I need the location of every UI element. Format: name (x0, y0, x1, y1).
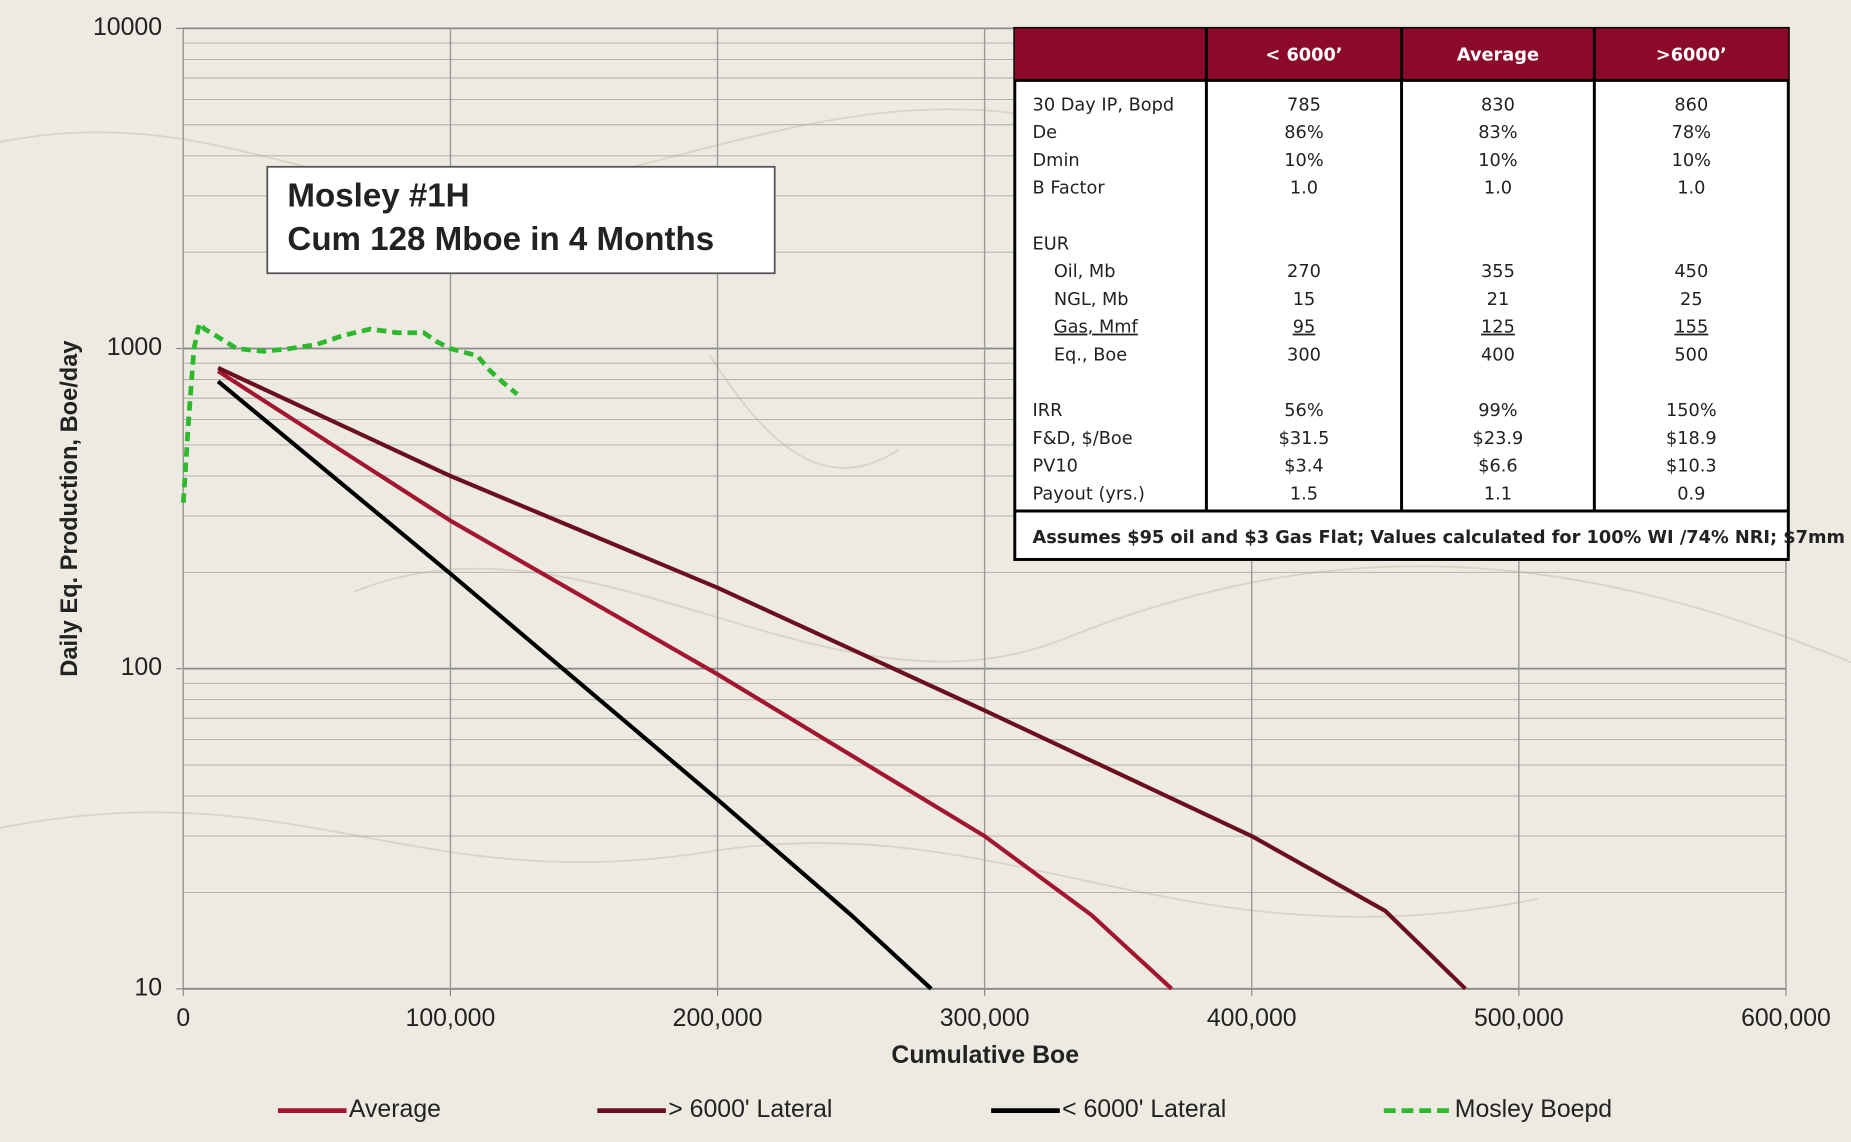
y-tick-label: 1000 (107, 334, 162, 361)
legend-label: Mosley Boepd (1455, 1096, 1612, 1123)
row-label: 30 Day IP, Bopd (1033, 95, 1175, 115)
cell: 21 (1487, 290, 1510, 310)
cell: 450 (1674, 262, 1708, 282)
cell: 1.0 (1290, 179, 1318, 199)
column-header: < 6000’ (1265, 46, 1342, 66)
cell: $18.9 (1666, 429, 1717, 449)
cell: 83% (1478, 123, 1517, 143)
cell: 400 (1481, 345, 1515, 365)
legend-label: > 6000' Lateral (668, 1096, 832, 1123)
plot (180, 320, 1467, 991)
row-label: B Factor (1033, 179, 1106, 199)
cell: 860 (1674, 95, 1708, 115)
row-label: De (1033, 123, 1058, 143)
cell: 10% (1284, 151, 1323, 171)
cell: 95 (1293, 318, 1316, 338)
row-label: NGL, Mb (1054, 290, 1129, 310)
cell: 99% (1478, 401, 1517, 421)
cell: 1.0 (1677, 179, 1705, 199)
row-label: Eq., Boe (1054, 345, 1127, 365)
legend-label: Average (349, 1096, 441, 1123)
row-label: IRR (1033, 401, 1063, 421)
row-label: Payout (yrs.) (1033, 484, 1145, 504)
legend: Average > 6000' Lateral < 6000' Lateral Mos… (277, 1096, 1612, 1123)
x-tick-label: 400,000 (1207, 1005, 1297, 1032)
annotation-line: Cum 128 Mboe in 4 Months (287, 221, 714, 258)
x-tick-label: 500,000 (1474, 1005, 1564, 1032)
economics-table: < 6000’ Average >6000’ 30 Day IP, Bopd 785 83… (1013, 26, 1851, 561)
cell: $23.9 (1473, 429, 1524, 449)
cell: 270 (1287, 262, 1321, 282)
cell: 500 (1674, 345, 1708, 365)
row-label: Dmin (1033, 151, 1080, 171)
cell: 830 (1481, 95, 1515, 115)
row-label: Gas, Mmf (1054, 318, 1139, 338)
cell: $3.4 (1284, 457, 1324, 477)
cell: $31.5 (1279, 429, 1330, 449)
series-line (180, 320, 519, 503)
cell: 125 (1481, 318, 1515, 338)
row-label: PV10 (1033, 457, 1078, 477)
annotation-box (266, 165, 776, 275)
cell: 25 (1680, 290, 1703, 310)
row-label: F&D, $/Boe (1033, 429, 1133, 449)
cell: 355 (1481, 262, 1515, 282)
cell: 15 (1293, 290, 1316, 310)
series-line (216, 369, 1174, 991)
cell: 0.9 (1677, 484, 1705, 504)
cell: 10% (1478, 151, 1517, 171)
cell: 155 (1674, 318, 1708, 338)
x-tick-label: 200,000 (673, 1005, 763, 1032)
cell: 56% (1284, 401, 1323, 421)
cell: 78% (1672, 123, 1711, 143)
annotation-line: Mosley #1H (287, 177, 469, 214)
x-axis-label: Cumulative Boe (891, 1042, 1079, 1069)
y-tick-label: 10000 (93, 14, 162, 41)
series-line (217, 365, 1467, 991)
footnote: Assumes $95 oil and $3 Gas Flat; Values … (1033, 528, 1851, 548)
cell: 785 (1287, 95, 1321, 115)
column-header: Average (1457, 46, 1539, 66)
cell: 86% (1284, 123, 1323, 143)
y-tick-label: 10 (134, 974, 162, 1001)
row-label: Oil, Mb (1054, 262, 1116, 282)
cell: 1.0 (1484, 179, 1512, 199)
x-tick-label: 300,000 (940, 1005, 1030, 1032)
x-tick-label: 0 (176, 1005, 190, 1032)
cell: 1.1 (1484, 484, 1512, 504)
cell: 1.5 (1290, 484, 1318, 504)
cell: $10.3 (1666, 457, 1717, 477)
series-line (216, 379, 933, 991)
cell: 300 (1287, 345, 1321, 365)
column-header: >6000’ (1656, 46, 1727, 66)
y-tick-label: 100 (121, 654, 162, 681)
x-tick-label: 600,000 (1741, 1005, 1831, 1032)
group-title: EUR (1033, 234, 1070, 254)
x-tick-label: 100,000 (406, 1005, 496, 1032)
cell: $6.6 (1478, 457, 1518, 477)
y-axis-label: Daily Eq. Production, Boe/day (57, 340, 83, 677)
cell: 150% (1666, 401, 1717, 421)
legend-label: < 6000' Lateral (1062, 1096, 1226, 1123)
cell: 10% (1672, 151, 1711, 171)
